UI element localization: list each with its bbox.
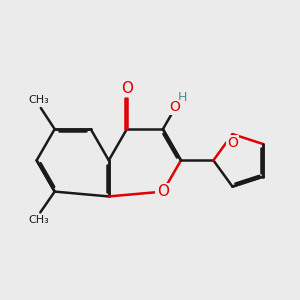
Text: CH₃: CH₃ bbox=[28, 95, 50, 106]
Text: O: O bbox=[121, 81, 133, 96]
Text: O: O bbox=[169, 100, 180, 115]
Text: CH₃: CH₃ bbox=[28, 215, 49, 225]
Text: O: O bbox=[227, 136, 238, 150]
Text: O: O bbox=[157, 184, 169, 199]
Text: H: H bbox=[178, 91, 188, 104]
